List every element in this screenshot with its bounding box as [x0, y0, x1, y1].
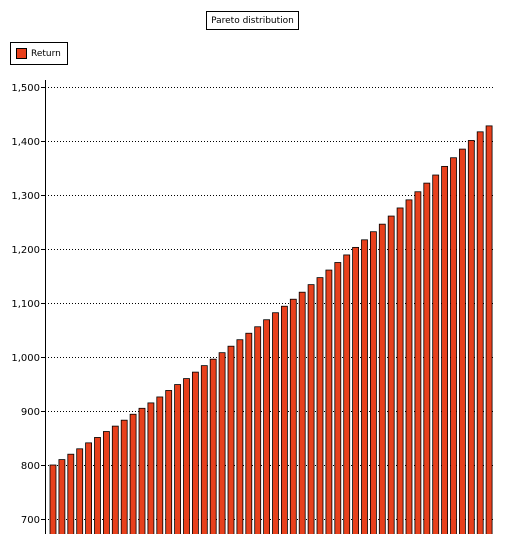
bar [191, 371, 199, 534]
bar [272, 312, 279, 534]
bar [94, 437, 101, 534]
bar [476, 131, 484, 534]
bar [432, 174, 440, 534]
legend: Return [10, 42, 68, 65]
bar [378, 223, 386, 534]
bar [254, 326, 262, 534]
chart-title: Pareto distribution [206, 11, 299, 30]
bar [343, 254, 351, 534]
chart-title-text: Pareto distribution [211, 15, 294, 26]
bar [67, 453, 75, 534]
bar [165, 390, 173, 534]
bar [325, 269, 333, 534]
bar [174, 384, 182, 534]
bar [103, 431, 110, 534]
y-tick-label: 900 [21, 407, 40, 418]
y-tick-label: 800 [21, 461, 40, 472]
y-tick-label: 1,000 [11, 353, 40, 364]
bar [414, 191, 422, 534]
y-tick-label: 1,100 [11, 299, 40, 310]
bar [334, 262, 342, 534]
bar [458, 148, 466, 534]
bar [183, 378, 190, 534]
y-tick-label: 700 [21, 515, 40, 526]
y-tick-label: 1,500 [11, 83, 40, 94]
bar [129, 413, 137, 534]
y-axis: 700 800 900 1,000 1,100 1,200 1,300 1,400 1,500 [11, 80, 46, 534]
bar [369, 231, 377, 534]
bar [485, 125, 493, 534]
bar [218, 352, 226, 534]
bar [450, 157, 457, 534]
bar [200, 365, 208, 534]
bar [316, 277, 324, 534]
bar [227, 345, 235, 534]
bar [307, 284, 315, 534]
bar [58, 459, 66, 534]
bar [467, 140, 475, 534]
bar [76, 448, 84, 534]
bar [209, 358, 217, 534]
bar [298, 291, 306, 534]
legend-label-return: Return [31, 48, 61, 59]
legend-swatch [16, 48, 27, 59]
bar [138, 407, 146, 534]
bar [120, 419, 128, 534]
bar [49, 464, 57, 534]
bar [263, 319, 271, 534]
bars [49, 125, 493, 534]
bar [396, 207, 404, 534]
y-tick-label: 1,400 [11, 137, 40, 148]
y-tick-label: 1,200 [11, 245, 40, 256]
bar [280, 305, 288, 534]
bar [387, 215, 395, 534]
bar [289, 298, 297, 534]
bar [361, 239, 368, 534]
bar [236, 339, 244, 534]
y-tick-label: 1,300 [11, 191, 40, 202]
bar [245, 332, 253, 534]
bar [147, 402, 155, 534]
bar [111, 425, 119, 534]
bar [441, 165, 449, 534]
bar [405, 199, 413, 534]
bar [352, 246, 360, 534]
bar [423, 182, 431, 534]
bar [85, 442, 92, 534]
bar [156, 396, 164, 534]
